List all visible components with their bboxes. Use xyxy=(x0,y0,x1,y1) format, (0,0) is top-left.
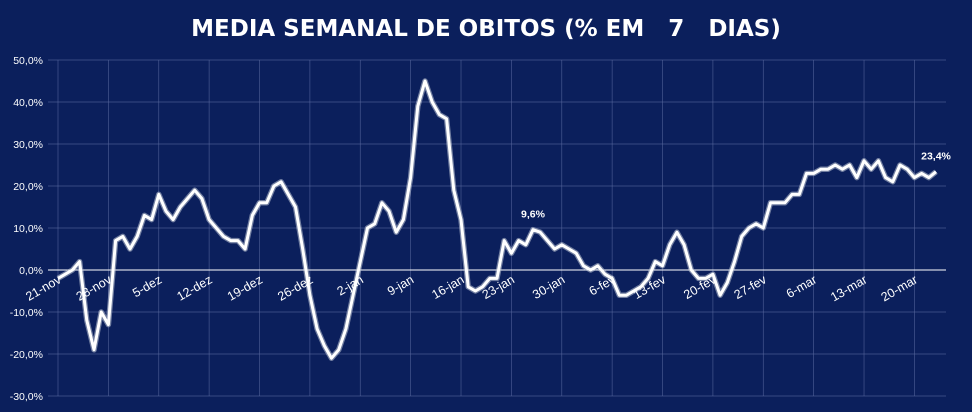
data-label: 23,4% xyxy=(921,151,951,163)
series-line-path xyxy=(57,79,937,360)
series-line xyxy=(56,78,938,361)
y-tick-label: 30,0% xyxy=(13,139,43,151)
chart-title: MEDIA SEMANAL DE OBITOS (% EM 7 DIAS) xyxy=(191,16,781,42)
y-tick-label: 40,0% xyxy=(13,97,43,109)
y-tick-label: 10,0% xyxy=(13,223,43,235)
y-tick-label: 0,0% xyxy=(19,265,43,277)
y-tick-label: 20,0% xyxy=(13,181,43,193)
y-axis-ticks: 50,0% 40,0% 30,0% 20,0% 10,0% 0,0% -10,0% -20,0… xyxy=(10,55,43,403)
y-tick-label: -30,0% xyxy=(10,391,43,403)
y-tick-label: -20,0% xyxy=(10,349,43,361)
y-tick-label: -10,0% xyxy=(10,307,43,319)
data-label: 9,6% xyxy=(521,209,546,221)
y-tick-label: 50,0% xyxy=(13,55,43,67)
data-labels: 9,6% 23,4% xyxy=(521,151,952,221)
